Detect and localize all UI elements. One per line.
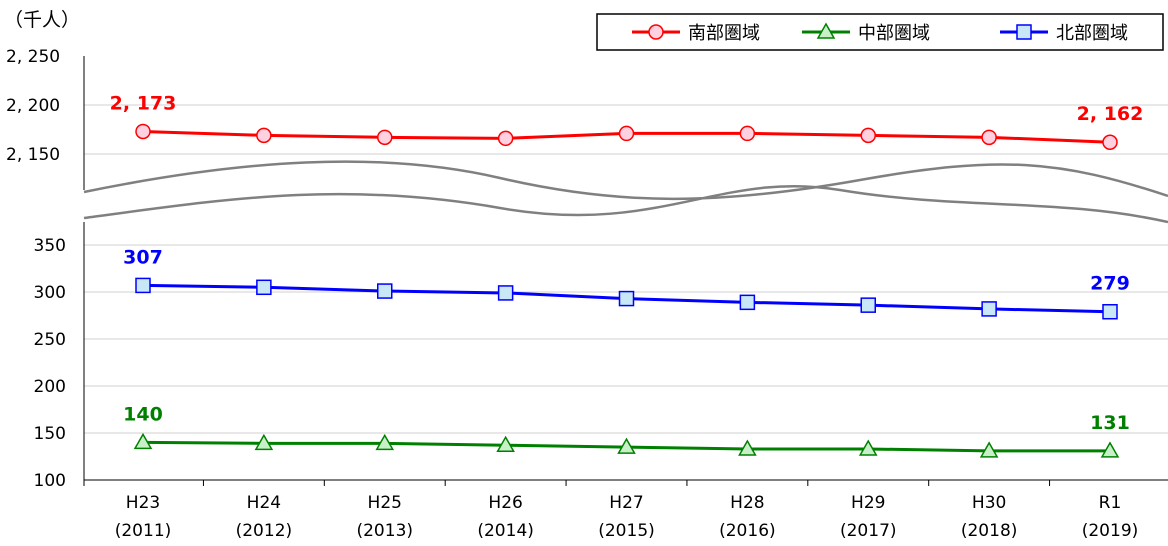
- x-tick-label: H30: [972, 493, 1006, 513]
- y-tick-label: 200: [34, 377, 66, 397]
- y-tick-label: 100: [34, 471, 66, 491]
- data-label-last: 279: [1090, 273, 1130, 295]
- x-tick-year: (2019): [1082, 521, 1139, 541]
- axis-break-band: [84, 161, 1168, 222]
- square-marker: [135, 277, 151, 294]
- data-label-last: 131: [1090, 412, 1130, 434]
- circle-marker: [377, 129, 393, 146]
- x-tick-label: H25: [368, 493, 402, 513]
- circle-marker: [648, 24, 664, 40]
- circle-marker: [497, 130, 514, 147]
- data-label-first: 307: [123, 246, 163, 268]
- square-marker: [1102, 303, 1118, 320]
- gridlines: [84, 104, 1168, 434]
- data-label-last: 2, 162: [1077, 103, 1144, 125]
- x-tick-label: H27: [609, 493, 643, 513]
- square-marker: [860, 297, 876, 313]
- square-marker: [1016, 24, 1032, 40]
- square-marker: [377, 283, 393, 299]
- x-tick-year: (2014): [477, 521, 534, 541]
- circle-marker: [860, 127, 876, 144]
- x-tick-year: (2016): [719, 521, 776, 541]
- y-tick-label: 2, 200: [6, 96, 60, 116]
- series-circle: [135, 123, 1118, 150]
- square-marker: [256, 279, 272, 296]
- triangle-marker: [858, 439, 878, 456]
- x-tick-year: (2011): [115, 521, 172, 541]
- triangle-marker: [496, 435, 515, 452]
- triangle-marker: [816, 22, 836, 39]
- series-triangle: [133, 432, 1120, 458]
- legend-label: 南部圏域: [688, 23, 760, 44]
- circle-marker: [618, 125, 635, 142]
- x-tick-year: (2013): [356, 521, 413, 541]
- triangle-marker: [254, 433, 274, 451]
- circle-marker: [256, 127, 272, 144]
- y-tick-label: 2, 150: [6, 145, 60, 165]
- y-tick-label: 250: [34, 330, 66, 350]
- x-tick-year: (2017): [840, 521, 897, 541]
- y-tick-label: 2, 250: [6, 47, 60, 67]
- circle-marker: [135, 123, 151, 140]
- unit-label: （千人）: [4, 9, 80, 31]
- tick-labels: 2, 250 2, 200 2, 150 350 300 250 200 150 100 H23 (…: [6, 47, 1138, 541]
- circle-marker: [981, 129, 997, 146]
- square-marker: [981, 301, 997, 317]
- y-tick-label: 150: [34, 424, 66, 444]
- x-tick-label: H28: [730, 493, 764, 513]
- y-tick-label: 350: [34, 236, 66, 256]
- legend-label: 中部圏域: [858, 23, 930, 44]
- break-line-upper: [83, 160, 1168, 201]
- break-line-lower: [83, 184, 1168, 224]
- legend-box: [596, 13, 1164, 51]
- square-marker: [618, 290, 635, 307]
- x-tick-year: (2015): [598, 521, 655, 541]
- triangle-marker: [979, 441, 999, 458]
- triangle-marker: [617, 437, 636, 454]
- circle-marker: [1102, 134, 1118, 150]
- triangle-marker: [1100, 441, 1120, 458]
- axes: [83, 56, 1168, 486]
- legend-label: 北部圏域: [1056, 23, 1128, 44]
- triangle-marker: [133, 432, 153, 450]
- series-layer: [133, 123, 1120, 458]
- x-tick-label: H24: [247, 493, 281, 513]
- x-tick-year: (2012): [236, 521, 293, 541]
- x-tick-label: R1: [1099, 493, 1122, 513]
- circle-marker: [739, 125, 756, 142]
- square-marker: [497, 285, 514, 301]
- x-tick-label: H23: [126, 493, 160, 513]
- x-tick-label: H26: [488, 493, 522, 513]
- data-label-first: 2, 173: [110, 92, 177, 114]
- x-tick-label: H29: [851, 493, 885, 513]
- data-labels: 2, 173 2, 162 140 131 307 279: [110, 92, 1144, 433]
- y-tick-label: 300: [34, 283, 66, 303]
- triangle-marker: [738, 439, 757, 456]
- triangle-marker: [375, 433, 395, 451]
- series-square: [135, 277, 1118, 320]
- x-tick-year: (2018): [961, 521, 1018, 541]
- legend: 南部圏域 中部圏域 北部圏域: [596, 13, 1164, 51]
- data-label-first: 140: [123, 403, 163, 425]
- square-marker: [739, 294, 756, 311]
- axis-break: [83, 160, 1168, 224]
